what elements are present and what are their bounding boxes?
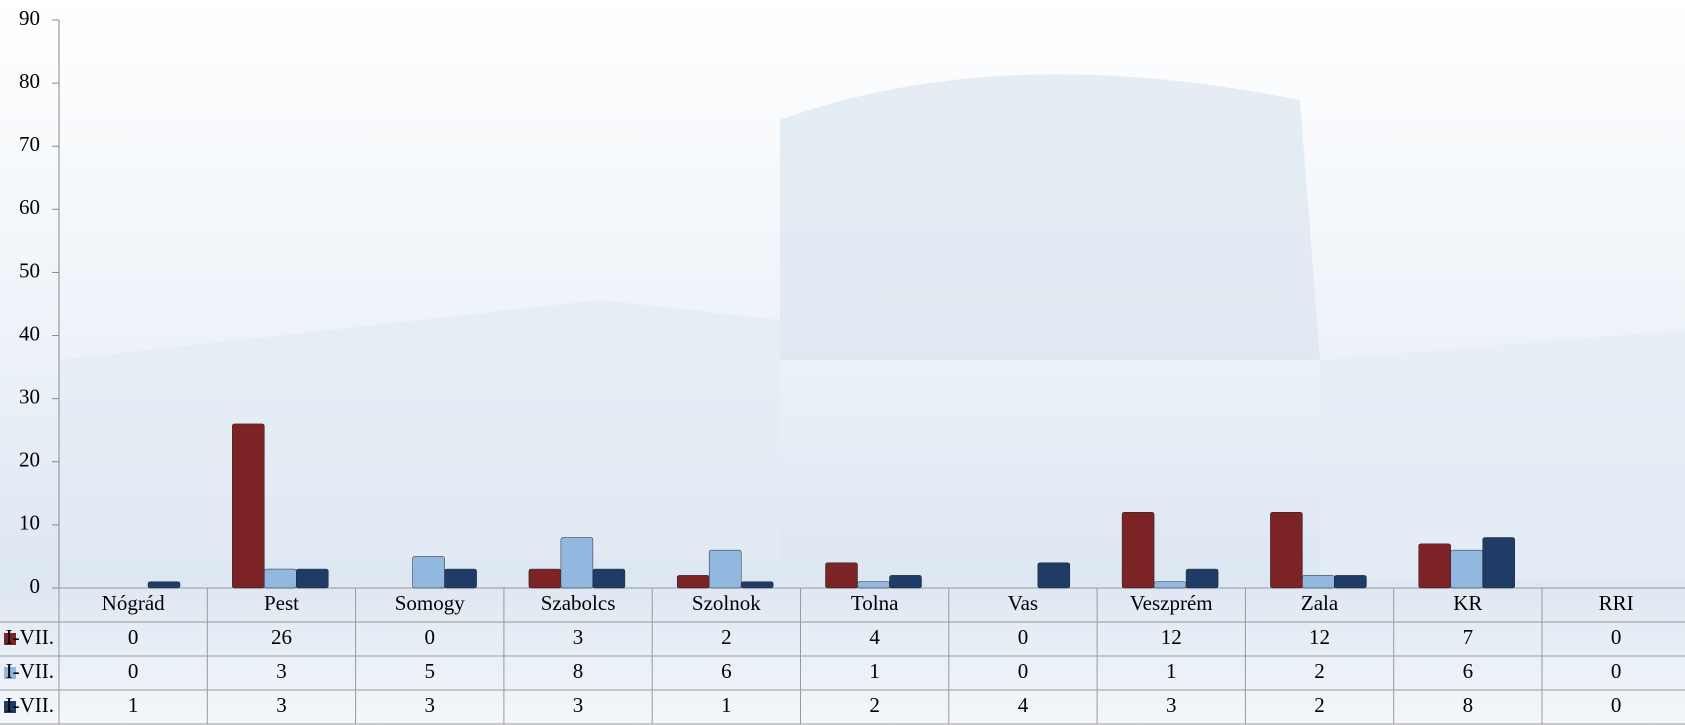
bar <box>1418 543 1451 589</box>
bar <box>592 568 626 589</box>
x-tick-label: Vas <box>1008 591 1038 615</box>
table-value: 0 <box>425 625 436 649</box>
x-tick-label: KR <box>1453 591 1482 615</box>
bar <box>889 575 922 589</box>
table-value: 0 <box>1611 625 1622 649</box>
bar <box>708 549 742 589</box>
table-value: 0 <box>1611 693 1622 717</box>
bar <box>232 423 265 589</box>
bar <box>1121 512 1155 589</box>
legend-label: I-VII. <box>6 659 54 683</box>
background-building <box>1320 330 1685 580</box>
y-tick-label: 90 <box>19 6 40 30</box>
table-value: 7 <box>1463 625 1474 649</box>
y-tick-label: 80 <box>19 69 40 93</box>
table-value: 4 <box>1018 693 1029 717</box>
bar <box>825 562 858 589</box>
bar <box>264 568 297 589</box>
table-value: 8 <box>1463 693 1474 717</box>
bar <box>1185 568 1219 589</box>
table-value: 2 <box>1314 693 1325 717</box>
table-value: 4 <box>869 625 880 649</box>
bar <box>1334 575 1367 589</box>
table-value: 0 <box>1018 625 1029 649</box>
table-value: 1 <box>869 659 880 683</box>
legend-label: I-VII. <box>6 625 54 649</box>
bar <box>1270 512 1303 589</box>
y-tick-label: 0 <box>30 574 41 598</box>
table-value: 3 <box>425 693 436 717</box>
bar <box>1302 575 1335 589</box>
table-value: 0 <box>128 659 139 683</box>
bar <box>1482 537 1515 589</box>
legend-key <box>4 667 16 679</box>
legend-key <box>4 633 16 645</box>
bar <box>1153 581 1187 589</box>
bar <box>1450 549 1483 589</box>
bar <box>412 556 445 589</box>
bar <box>147 581 181 589</box>
bar <box>528 568 562 589</box>
bar <box>740 581 774 589</box>
legend-label: I-VII. <box>6 693 54 717</box>
table-value: 2 <box>869 693 880 717</box>
bar <box>296 568 329 589</box>
x-tick-label: Pest <box>264 591 299 615</box>
table-value: 8 <box>573 659 584 683</box>
table-value: 3 <box>573 625 584 649</box>
x-tick-label: RRI <box>1599 591 1634 615</box>
table-value: 3 <box>276 659 287 683</box>
x-tick-label: Veszprém <box>1130 591 1213 615</box>
table-value: 3 <box>1166 693 1177 717</box>
y-tick-label: 50 <box>19 258 40 282</box>
x-tick-label: Zala <box>1301 591 1339 615</box>
background-building <box>780 74 1320 361</box>
bar <box>444 568 477 589</box>
table-value: 26 <box>271 625 292 649</box>
y-tick-label: 20 <box>19 448 40 472</box>
table-value: 2 <box>721 625 732 649</box>
table-value: 0 <box>128 625 139 649</box>
legend-key <box>4 701 16 713</box>
table-value: 6 <box>1463 659 1474 683</box>
y-tick-label: 30 <box>19 384 40 408</box>
x-tick-label: Tolna <box>851 591 899 615</box>
table-value: 3 <box>276 693 287 717</box>
y-tick-label: 60 <box>19 195 40 219</box>
table-value: 1 <box>128 693 139 717</box>
table-value: 6 <box>721 659 732 683</box>
table-value: 12 <box>1309 625 1330 649</box>
x-tick-label: Szabolcs <box>541 591 616 615</box>
bar <box>857 581 890 589</box>
x-tick-label: Szolnok <box>692 591 761 615</box>
table-value: 1 <box>1166 659 1177 683</box>
y-tick-label: 40 <box>19 321 40 345</box>
table-value: 2 <box>1314 659 1325 683</box>
table-value: 0 <box>1611 659 1622 683</box>
x-tick-label: Nógrád <box>102 591 165 615</box>
table-value: 12 <box>1161 625 1182 649</box>
bar <box>1037 562 1071 589</box>
bar <box>560 537 594 589</box>
y-tick-label: 70 <box>19 132 40 156</box>
table-value: 0 <box>1018 659 1029 683</box>
table-value: 1 <box>721 693 732 717</box>
table-value: 5 <box>425 659 436 683</box>
x-tick-label: Somogy <box>395 591 466 615</box>
bar <box>676 575 710 589</box>
y-tick-label: 10 <box>19 511 40 535</box>
table-value: 3 <box>573 693 584 717</box>
